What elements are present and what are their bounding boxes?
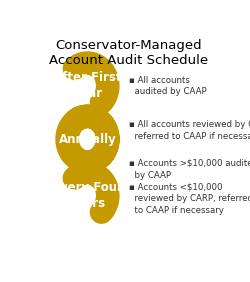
Text: Conservator-Managed
Account Audit Schedule: Conservator-Managed Account Audit Schedu…	[48, 39, 208, 67]
Text: After First
Year: After First Year	[53, 71, 122, 100]
Text: ▪ All accounts
  audited by CAAP: ▪ All accounts audited by CAAP	[129, 76, 207, 96]
Text: ▪ Accounts >$10,000 audited
  by CAAP
▪ Accounts <$10,000
  reviewed by CARP, re: ▪ Accounts >$10,000 audited by CAAP ▪ Ac…	[129, 159, 250, 215]
Text: Every Four
Years: Every Four Years	[52, 181, 123, 210]
Text: ▪ All accounts reviewed by CARP,
  referred to CAAP if necessary: ▪ All accounts reviewed by CARP, referre…	[129, 120, 250, 141]
Text: Annually: Annually	[58, 133, 116, 146]
